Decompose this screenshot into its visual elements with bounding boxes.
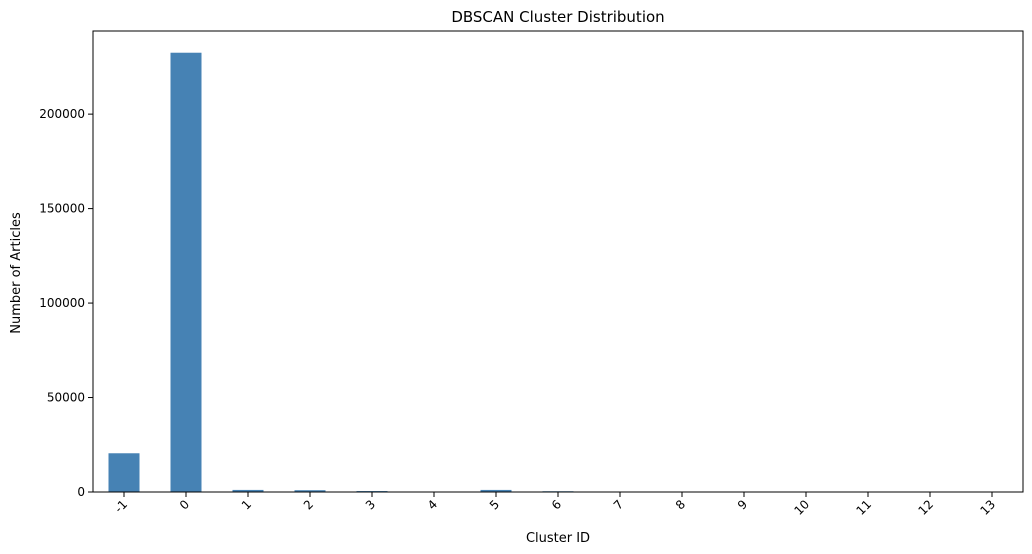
x-tick-label: 7: [611, 497, 626, 512]
y-tick-label: 50000: [47, 391, 85, 405]
x-tick-label: 4: [425, 497, 440, 512]
x-tick-label: 5: [487, 497, 502, 512]
y-axis-label: Number of Articles: [9, 212, 24, 334]
bar-cluster-5: [480, 489, 512, 492]
x-tick-label: 3: [363, 497, 378, 512]
x-tick-label: 2: [301, 497, 316, 512]
y-tick-label: 150000: [39, 202, 85, 216]
x-tick-label: 8: [673, 497, 688, 512]
plot-frame: [92, 30, 1024, 493]
x-tick-label: 13: [977, 497, 998, 518]
chart-title: DBSCAN Cluster Distribution: [451, 8, 664, 26]
y-axis: 0 50000 100000 150000 200000: [39, 107, 93, 499]
x-axis: -1 0 1 2 3 4 5 6 7 8 9 10 11 12 13: [112, 492, 998, 518]
bar-cluster-1: [232, 489, 264, 492]
bar-cluster-2: [294, 490, 326, 492]
x-tick-label: 1: [239, 497, 254, 512]
bar-cluster-0: [170, 52, 202, 493]
y-tick-label: 100000: [39, 296, 85, 310]
x-tick-label: 0: [177, 497, 192, 512]
bar-cluster--1: [108, 453, 140, 492]
y-tick-label: 200000: [39, 107, 85, 121]
x-tick-label: -1: [112, 497, 130, 515]
bars: [108, 52, 1008, 493]
x-tick-label: 10: [791, 497, 812, 518]
x-tick-label: 9: [735, 497, 750, 512]
x-axis-label: Cluster ID: [526, 531, 590, 546]
x-tick-label: 6: [549, 497, 564, 512]
x-tick-label: 11: [853, 497, 874, 518]
x-tick-label: 12: [915, 497, 936, 518]
y-tick-label: 0: [77, 485, 85, 499]
